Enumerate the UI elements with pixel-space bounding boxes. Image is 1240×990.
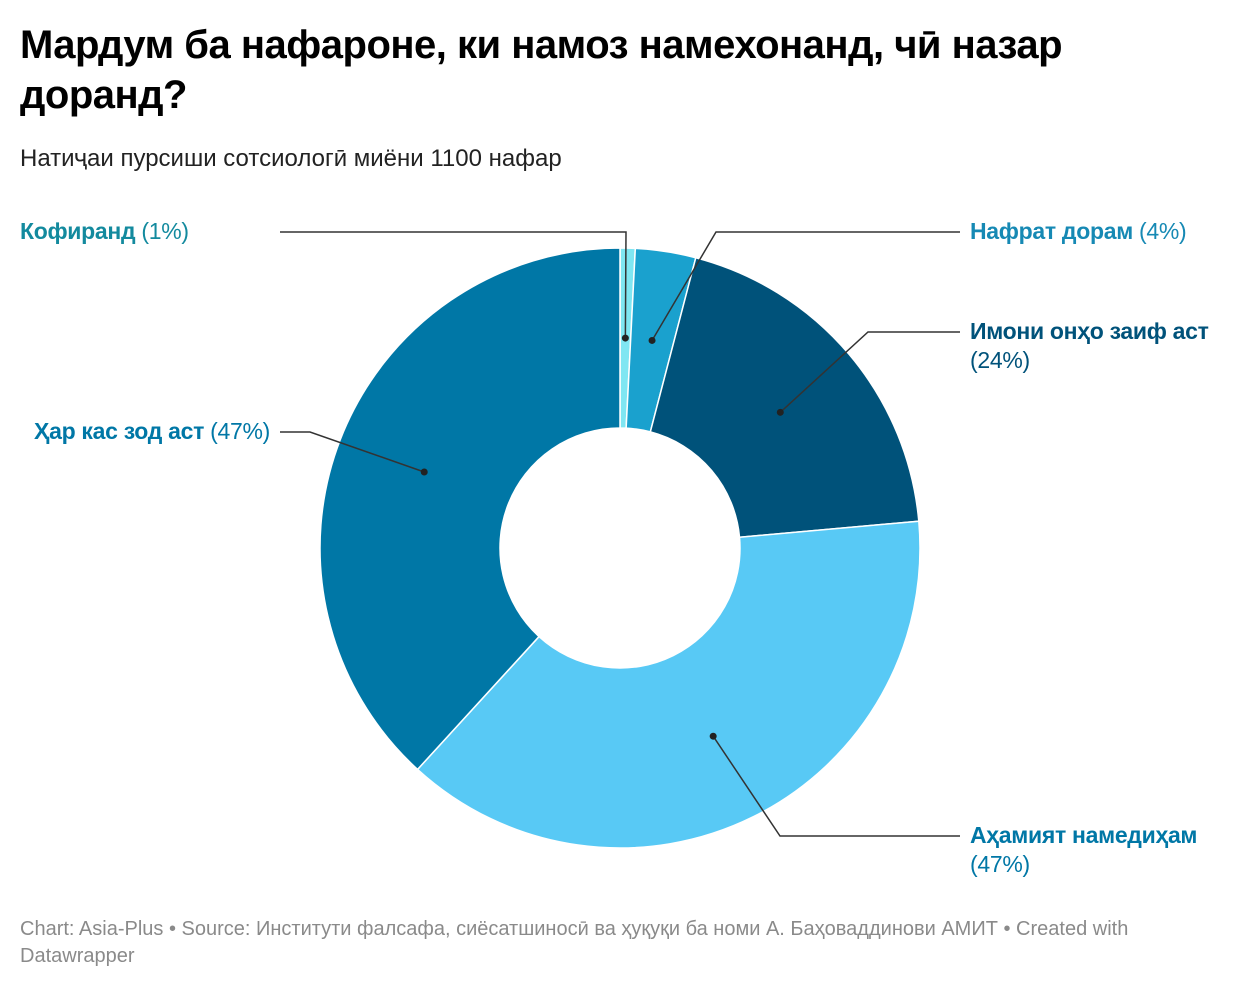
- leader-line: [712, 735, 960, 837]
- donut-slice: [319, 247, 621, 771]
- leader-dot: [776, 408, 784, 416]
- leader-line: [651, 231, 960, 341]
- slice-label-har-kas: Ҳар кас зод аст (47%): [34, 417, 270, 446]
- leader-dot: [420, 468, 428, 476]
- slice-label-value: (47%): [970, 851, 1030, 877]
- donut-slice: [416, 520, 921, 849]
- slice-label-imoni: Имони онҳо заиф аст (24%): [970, 317, 1230, 375]
- chart-title: Мардум ба нафароне, ки намоз намехонанд,…: [20, 23, 1063, 117]
- leader-dot: [648, 336, 656, 344]
- chart-footer: Chart: Asia-Plus • Source: Институти фал…: [20, 918, 1129, 967]
- leader-dot: [621, 334, 629, 342]
- slice-label-value: (1%): [141, 218, 189, 244]
- slice-label-value: (24%): [970, 347, 1030, 373]
- leader-dot: [709, 732, 717, 740]
- slice-label-value: (47%): [210, 418, 270, 444]
- slice-label-value: (4%): [1139, 218, 1187, 244]
- slice-label-name: Аҳамият намедиҳам: [970, 822, 1198, 848]
- leader-line: [280, 231, 627, 339]
- slice-label-ahamiyat: Аҳамият намедиҳам (47%): [970, 821, 1210, 879]
- donut-slice: [649, 256, 920, 539]
- leader-line: [280, 431, 425, 473]
- slice-label-name: Имони онҳо заиф аст: [970, 318, 1209, 344]
- slice-label-kofirand: Кофиранд (1%): [20, 217, 189, 246]
- slice-label-name: Ҳар кас зод аст: [34, 418, 205, 444]
- leader-line: [779, 331, 960, 413]
- chart-subtitle: Натиҷаи пурсиши сотсиологӣ миёни 1100 на…: [20, 145, 562, 172]
- slice-label-name: Нафрат дорам: [970, 218, 1133, 244]
- slice-label-nafrat: Нафрат дорам (4%): [970, 217, 1187, 246]
- slice-label-name: Кофиранд: [20, 218, 136, 244]
